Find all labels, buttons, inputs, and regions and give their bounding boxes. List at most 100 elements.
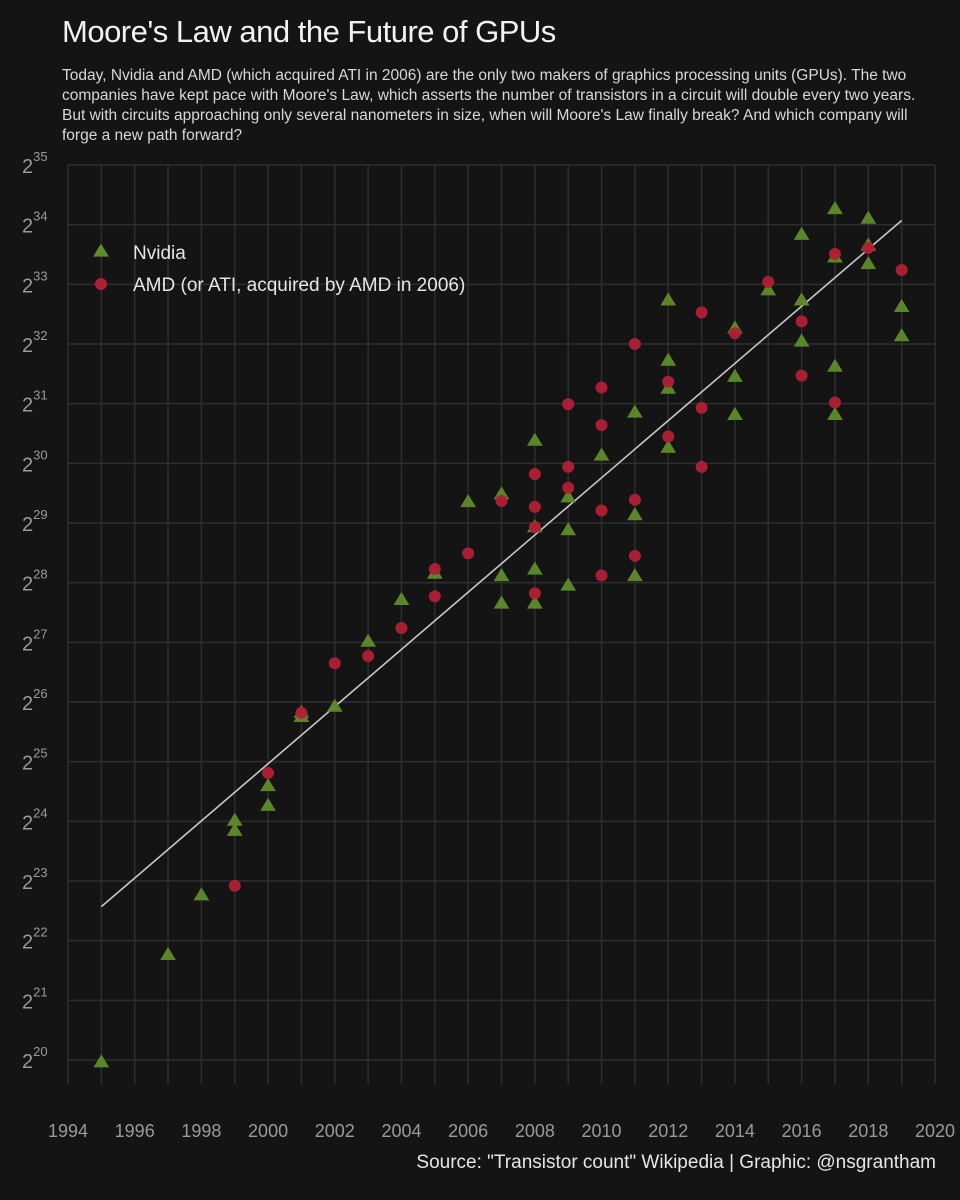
nvidia-point (493, 568, 510, 582)
trend-line-layer (100, 219, 903, 908)
nvidia-point (226, 812, 243, 826)
nvidia-point (827, 201, 843, 215)
amd-point (662, 375, 675, 388)
amd-point (528, 587, 541, 600)
nvidia-point (493, 595, 510, 609)
chart-subtitle: Today, Nvidia and AMD (which acquired AT… (62, 67, 916, 144)
x-tick-label: 1996 (115, 1121, 155, 1141)
y-tick-label: 225 (22, 746, 48, 775)
amd-point (562, 481, 575, 494)
legend-amd-label: AMD (or ATI, acquired by AMD in 2006) (133, 275, 465, 296)
amd-point (595, 504, 608, 517)
nvidia-point (326, 698, 343, 712)
amd-point (795, 315, 808, 328)
amd-point (262, 767, 275, 780)
y-tick-label: 230 (22, 447, 48, 476)
amd-point (595, 419, 608, 432)
x-tick-label: 2018 (848, 1121, 888, 1141)
nvidia-point (627, 404, 643, 418)
nvidia-point (860, 210, 877, 224)
x-tick-label: 1994 (48, 1121, 88, 1141)
amd-point (328, 657, 341, 670)
y-tick-label: 234 (22, 209, 48, 238)
amd-point (528, 500, 541, 513)
moores-law-trend-line (100, 219, 903, 908)
nvidia-point (260, 797, 276, 811)
y-tick-label: 235 (22, 149, 48, 178)
legend-nvidia-label: Nvidia (133, 243, 186, 264)
x-tick-label: 2012 (648, 1121, 688, 1141)
amd-point (495, 494, 508, 507)
amd-point (362, 650, 375, 663)
nvidia-point (526, 561, 543, 575)
amd-point (562, 398, 575, 411)
y-tick-label: 223 (22, 865, 48, 894)
amd-point (528, 468, 541, 481)
amd-point (695, 460, 708, 473)
amd-point (628, 338, 641, 350)
x-tick-label: 2010 (582, 1121, 622, 1141)
y-tick-label: 221 (22, 984, 48, 1013)
source-caption: Source: "Transistor count" Wikipedia | G… (416, 1152, 936, 1173)
amd-point (828, 247, 841, 260)
nvidia-point (560, 577, 577, 591)
x-tick-label: 2008 (515, 1121, 555, 1141)
amd-point (528, 521, 541, 534)
nvidia-point (360, 633, 376, 647)
y-tick-label: 222 (22, 925, 48, 954)
x-tick-label: 2000 (248, 1121, 288, 1141)
x-tick-label: 2016 (782, 1121, 822, 1141)
amd-point (562, 460, 575, 473)
amd-point (228, 879, 241, 892)
nvidia-point (493, 486, 510, 500)
nvidia-point (727, 368, 743, 382)
grid (67, 164, 936, 1084)
amd-point (695, 401, 708, 414)
y-tick-label: 231 (22, 388, 48, 417)
amd-point (728, 327, 741, 340)
y-tick-label: 227 (22, 626, 48, 655)
nvidia-point (460, 494, 477, 508)
nvidia-point (827, 358, 843, 372)
nvidia-point (727, 406, 743, 421)
y-tick-label: 228 (22, 567, 48, 596)
amd-point (628, 493, 641, 506)
nvidia-point (627, 568, 643, 582)
y-axis: 220 221 222 223 224 225 226 227 228 229 230 231 232 2… (22, 149, 48, 1073)
x-tick-label: 1998 (181, 1121, 221, 1141)
amd-point (595, 381, 608, 394)
nvidia-point (393, 591, 410, 605)
amd-point (895, 264, 908, 277)
nvidia-point (560, 489, 577, 503)
nvidia-point (793, 226, 810, 240)
amd-point (662, 430, 675, 443)
amd-point (428, 562, 441, 575)
amd-point (428, 590, 441, 603)
x-tick-label: 2002 (315, 1121, 355, 1141)
nvidia-point (660, 292, 677, 306)
amd-point (828, 396, 841, 409)
nvidia-point (627, 507, 643, 521)
amd-point (628, 549, 641, 562)
legend: Nvidia AMD (or ATI, acquired by AMD in 20… (93, 243, 465, 296)
nvidia-point (526, 432, 543, 446)
nvidia-point (160, 946, 176, 961)
nvidia-point (660, 352, 677, 366)
nvidia-point (660, 439, 677, 453)
x-tick-label: 2014 (715, 1121, 755, 1141)
amd-point (295, 706, 308, 719)
nvidia-point (193, 887, 210, 901)
amd-point (595, 569, 608, 582)
nvidia-point (526, 595, 543, 609)
amd-point (862, 241, 875, 254)
nvidia-point (260, 778, 276, 792)
y-tick-label: 224 (22, 805, 48, 834)
y-tick-label: 220 (22, 1044, 48, 1073)
amd-point (395, 622, 408, 635)
amd-point (695, 306, 708, 319)
x-axis: 1994 1996 1998 2000 2002 2004 2006 2008 2010 2012… (48, 1121, 955, 1141)
y-tick-label: 232 (22, 328, 48, 357)
nvidia-point (560, 522, 577, 536)
legend-nvidia-marker (93, 243, 109, 257)
